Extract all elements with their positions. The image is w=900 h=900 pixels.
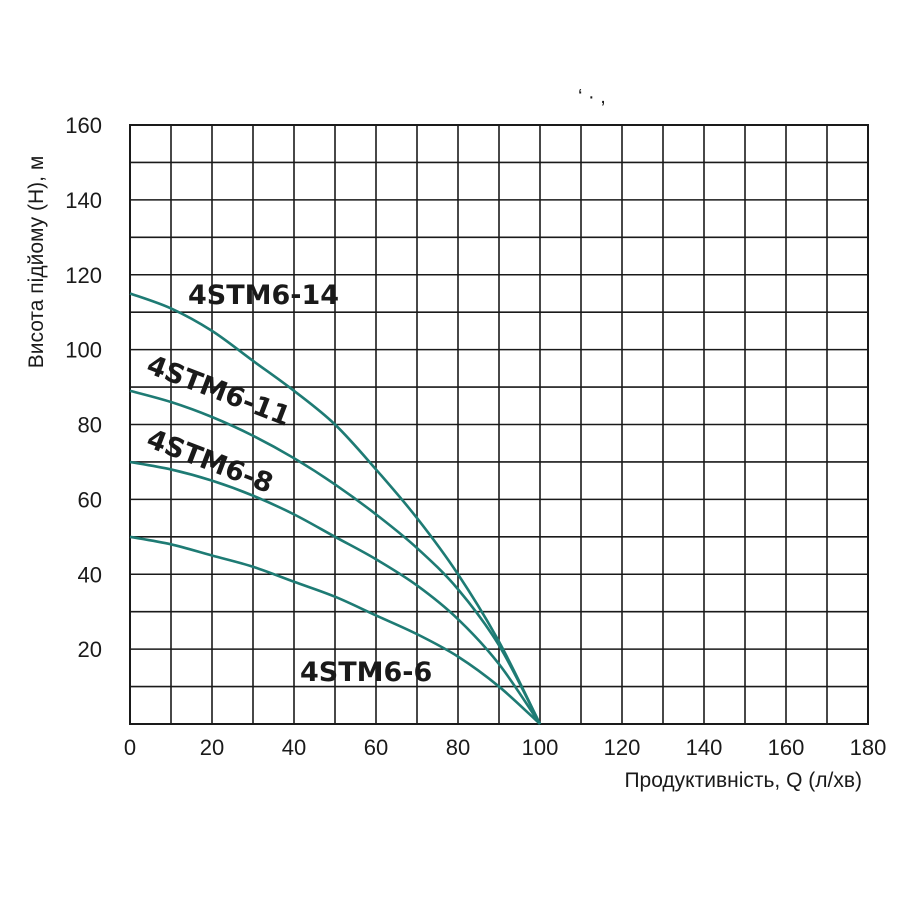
x-tick-label: 60 <box>364 735 388 760</box>
plot-area <box>129 124 869 725</box>
x-tick-label: 140 <box>686 735 723 760</box>
x-tick-label: 160 <box>768 735 805 760</box>
x-tick-label: 80 <box>446 735 470 760</box>
y-tick-label: 140 <box>65 188 102 213</box>
y-tick-label: 100 <box>65 338 102 363</box>
series-label-4stm6-6: 4STM6-6 <box>300 657 432 688</box>
y-tick-label: 120 <box>65 263 102 288</box>
series-line-4stm6-11 <box>129 389 542 725</box>
y-tick-label: 40 <box>78 562 102 587</box>
x-axis-title: Продуктивність, Q (л/хв) <box>624 769 862 792</box>
x-tick-label: 40 <box>282 735 306 760</box>
y-tick-label: 60 <box>78 487 102 512</box>
x-tick-label: 100 <box>522 735 559 760</box>
series-curves <box>129 292 542 725</box>
x-tick-labels: 0 20 40 60 80 100 120 140 160 180 <box>124 735 886 760</box>
series-line-4stm6-8 <box>129 460 542 725</box>
grid <box>130 125 868 724</box>
y-tick-labels: 20 40 60 80 100 120 140 160 <box>65 113 102 662</box>
x-tick-label: 0 <box>124 735 136 760</box>
series-line-4stm6-6 <box>129 535 541 725</box>
series-label-4stm6-14: 4STM6-14 <box>188 280 339 311</box>
x-tick-label: 120 <box>604 735 641 760</box>
y-tick-label: 160 <box>65 113 102 138</box>
y-axis-title: Висота підйому (H), м <box>25 156 48 369</box>
series-line-4stm6-14 <box>129 292 542 725</box>
y-tick-label: 20 <box>78 637 102 662</box>
y-tick-label: 80 <box>78 413 102 438</box>
x-tick-label: 180 <box>850 735 887 760</box>
svg-text:‘ · ,: ‘ · , <box>578 86 606 108</box>
clipped-header-fragment: ‘ · , <box>578 86 606 108</box>
x-tick-label: 20 <box>200 735 224 760</box>
